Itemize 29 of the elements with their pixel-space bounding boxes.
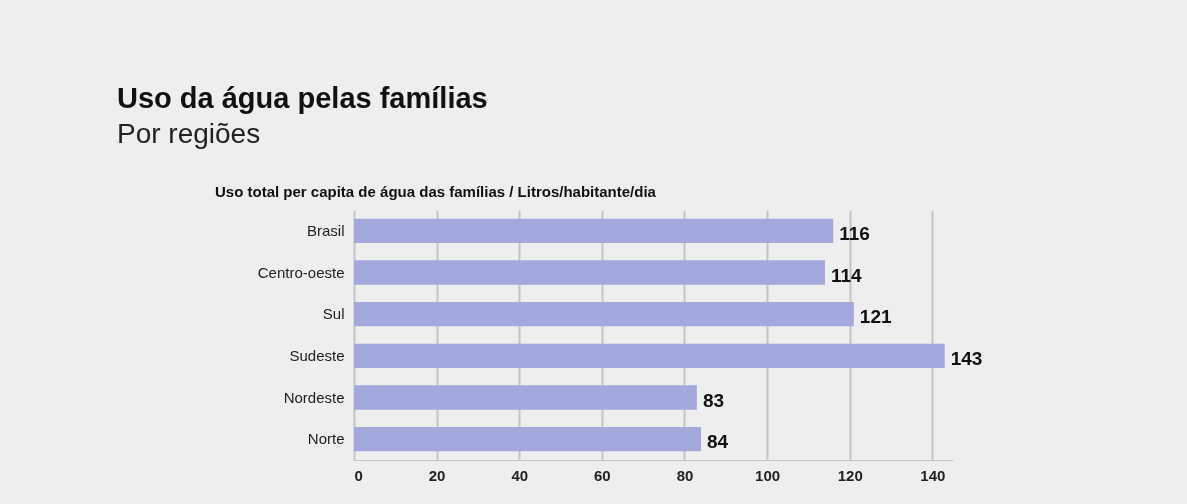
y-tick-label: Sul bbox=[322, 305, 345, 323]
bar bbox=[354, 218, 834, 244]
bar bbox=[354, 343, 945, 369]
bar bbox=[354, 301, 854, 327]
x-tick-label: 60 bbox=[594, 466, 611, 484]
y-tick-label: Norte bbox=[307, 430, 345, 448]
y-tick-label: Nordeste bbox=[283, 388, 345, 406]
data-label: 114 bbox=[830, 264, 863, 286]
data-label: 84 bbox=[707, 431, 729, 453]
x-tick-label: 120 bbox=[837, 466, 863, 484]
chart-subtitle: Por regiões bbox=[117, 118, 261, 150]
data-label: 116 bbox=[839, 222, 870, 244]
x-tick-label: 80 bbox=[676, 466, 694, 484]
x-tick-label: 20 bbox=[428, 466, 446, 484]
y-tick-label: Brasil bbox=[306, 221, 345, 239]
x-tick-label: 0 bbox=[354, 466, 363, 484]
bar bbox=[354, 260, 825, 285]
bar bbox=[354, 426, 702, 452]
x-tick-label: 40 bbox=[511, 466, 529, 484]
chart-title: Uso da água pelas famílias bbox=[117, 82, 488, 115]
y-tick-label: Sudeste bbox=[289, 346, 345, 364]
bar bbox=[354, 385, 697, 410]
data-label: 121 bbox=[859, 306, 892, 328]
text: Uso total per capita de água das famílias / Litros/habitante/dia bbox=[215, 183, 656, 200]
x-tick-label: 140 bbox=[920, 466, 946, 484]
x-tick-label: 100 bbox=[755, 466, 781, 484]
data-label: 83 bbox=[702, 389, 725, 411]
y-tick-label: Centro-oeste bbox=[257, 263, 345, 281]
data-label: 143 bbox=[950, 347, 983, 369]
